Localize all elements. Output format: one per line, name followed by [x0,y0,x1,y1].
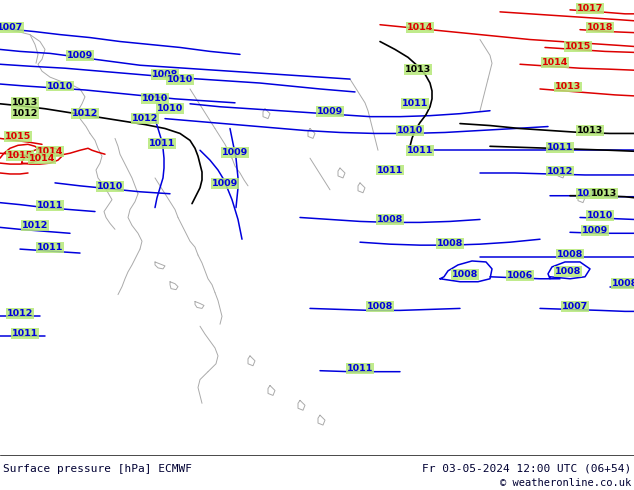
Text: 1008: 1008 [437,239,463,247]
Text: 1011: 1011 [37,243,63,252]
Text: 1011: 1011 [577,189,603,198]
Text: 1011: 1011 [37,201,63,210]
Text: 1014: 1014 [407,23,433,32]
Text: 1007: 1007 [562,302,588,311]
Text: 1012: 1012 [22,221,48,230]
Text: 1009: 1009 [222,147,248,157]
Text: Fr 03-05-2024 12:00 UTC (06+54): Fr 03-05-2024 12:00 UTC (06+54) [422,464,631,473]
Text: 1013: 1013 [405,65,431,74]
Text: 1011: 1011 [402,99,428,108]
Text: 1013: 1013 [591,189,617,198]
Text: 1008: 1008 [612,279,634,288]
Text: 1012: 1012 [12,109,38,118]
Text: 1008: 1008 [555,268,581,276]
Text: 1010: 1010 [167,74,193,84]
Text: 1011: 1011 [347,364,373,373]
Text: 1006: 1006 [507,271,533,280]
Text: 1007: 1007 [0,23,23,32]
Text: 1010: 1010 [47,81,73,91]
Text: 1014: 1014 [37,147,63,156]
Text: 1011: 1011 [149,139,175,148]
Text: © weatheronline.co.uk: © weatheronline.co.uk [500,478,631,488]
Text: 1010: 1010 [587,211,613,220]
Text: 1015: 1015 [565,42,591,51]
Text: 1014: 1014 [542,58,568,67]
Text: 1011: 1011 [407,146,433,155]
Text: 1015: 1015 [7,151,33,160]
Text: 1012: 1012 [7,309,33,318]
Text: 1012: 1012 [72,109,98,118]
Text: 1008: 1008 [557,249,583,259]
Text: 1018: 1018 [586,23,613,32]
Text: 1009: 1009 [582,226,608,235]
Text: 1010: 1010 [397,126,423,135]
Text: 1012: 1012 [547,167,573,175]
Text: 1012: 1012 [132,114,158,123]
Text: 1010: 1010 [97,182,123,191]
Text: 1017: 1017 [577,4,603,13]
Text: 1009: 1009 [212,179,238,188]
Text: 1015: 1015 [5,132,31,141]
Text: 1013: 1013 [555,82,581,92]
Text: 1009: 1009 [67,51,93,60]
Text: 1011: 1011 [377,166,403,174]
Text: 1008: 1008 [367,302,393,311]
Text: 1014: 1014 [29,154,55,163]
Text: 1008: 1008 [452,270,478,279]
Text: Surface pressure [hPa] ECMWF: Surface pressure [hPa] ECMWF [3,464,192,473]
Text: 1013: 1013 [12,98,38,107]
Text: 1010: 1010 [157,104,183,113]
Text: 1013: 1013 [577,126,603,135]
Text: 1010: 1010 [142,95,168,103]
Text: 1008: 1008 [152,70,178,78]
Text: 1011: 1011 [12,329,38,338]
Text: 1011: 1011 [547,143,573,152]
Text: 1009: 1009 [317,107,343,116]
Text: 1008: 1008 [377,215,403,224]
